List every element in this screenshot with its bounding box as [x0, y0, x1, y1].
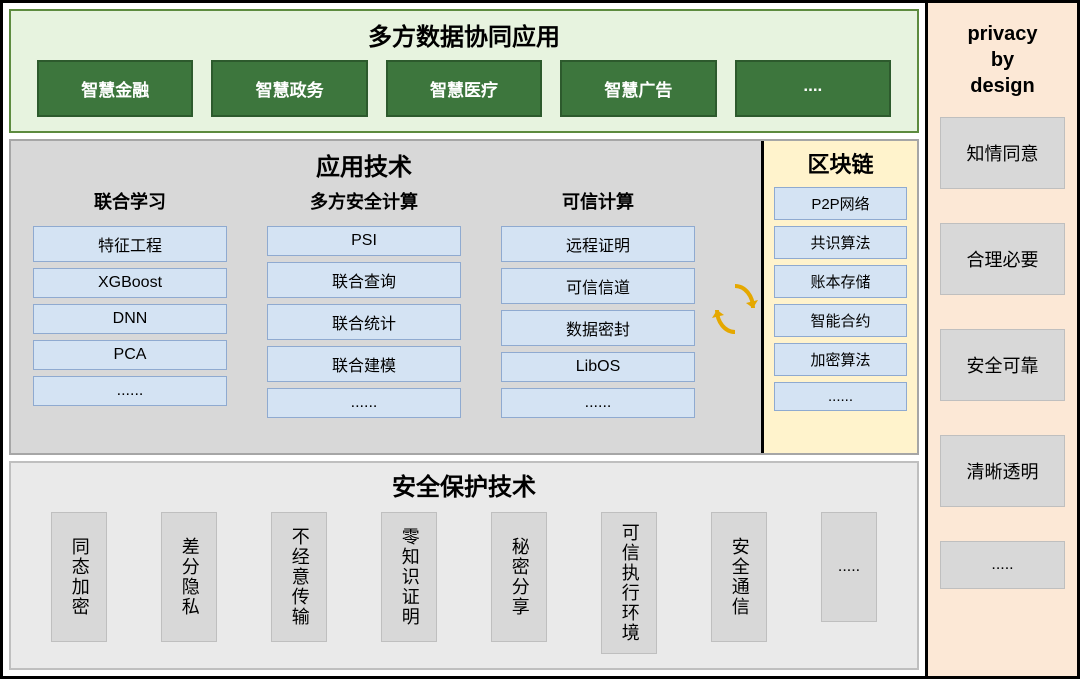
pbd-cell: 知情同意 [940, 117, 1065, 189]
applications-section: 多方数据协同应用 智慧金融 智慧政务 智慧医疗 智慧广告 .... [9, 9, 919, 133]
pbd-cell: 合理必要 [940, 223, 1065, 295]
tech-cell: ...... [267, 388, 461, 418]
tech-cell: XGBoost [33, 268, 227, 298]
blockchain-section: 区块链 P2P网络 共识算法 账本存储 智能合约 加密算法 ...... [761, 141, 917, 453]
pbd-title-line: by [991, 49, 1014, 71]
sec-item: 不经意传输 [271, 512, 327, 642]
tech-cell: 特征工程 [33, 226, 227, 262]
pbd-title: privacy by design [967, 21, 1037, 99]
sec-item: 差分隐私 [161, 512, 217, 642]
tech-section: 应用技术 联合学习 特征工程 XGBoost DNN PCA ...... 多方… [9, 139, 919, 455]
tech-col-federated: 联合学习 特征工程 XGBoost DNN PCA ...... [33, 188, 227, 443]
bc-cell: ...... [774, 382, 907, 411]
bc-cell: P2P网络 [774, 187, 907, 220]
app-item: 智慧医疗 [386, 60, 542, 117]
pbd-cell: 安全可靠 [940, 329, 1065, 401]
app-item: .... [735, 60, 891, 117]
tech-left: 应用技术 联合学习 特征工程 XGBoost DNN PCA ...... 多方… [19, 145, 709, 443]
pbd-cell: 清晰透明 [940, 435, 1065, 507]
applications-title: 多方数据协同应用 [368, 17, 560, 52]
tech-cell: DNN [33, 304, 227, 334]
sec-item: 安全通信 [711, 512, 767, 642]
pbd-title-line: design [970, 75, 1034, 97]
tech-title: 应用技术 [19, 147, 709, 182]
tech-col-mpc: 多方安全计算 PSI 联合查询 联合统计 联合建模 ...... [267, 188, 461, 443]
bc-cell: 智能合约 [774, 304, 907, 337]
sec-item: 零知识证明 [381, 512, 437, 642]
tech-col-title: 可信计算 [562, 188, 634, 214]
tech-cell: PCA [33, 340, 227, 370]
architecture-diagram: 多方数据协同应用 智慧金融 智慧政务 智慧医疗 智慧广告 .... 应用技术 联… [0, 0, 1080, 679]
tech-cell: ...... [501, 388, 695, 418]
sec-item: ..... [821, 512, 877, 622]
tech-cell: ...... [33, 376, 227, 406]
pbd-title-line: privacy [967, 23, 1037, 45]
sec-item: 同态加密 [51, 512, 107, 642]
sec-item-label: 差分隐私 [177, 537, 200, 617]
tech-cell: LibOS [501, 352, 695, 382]
bc-cell: 共识算法 [774, 226, 907, 259]
sec-item-label: 秘密分享 [507, 537, 530, 617]
app-item: 智慧政务 [211, 60, 367, 117]
tech-cell: 联合查询 [267, 262, 461, 298]
tech-cell: 数据密封 [501, 310, 695, 346]
security-items: 同态加密 差分隐私 不经意传输 零知识证明 秘密分享 可信执行环境 安全通信 .… [35, 512, 893, 654]
tech-col-title: 多方安全计算 [310, 188, 418, 214]
sec-item-label: 不经意传输 [287, 527, 310, 627]
tech-cell: 联合建模 [267, 346, 461, 382]
blockchain-title: 区块链 [807, 147, 873, 179]
sec-item: 秘密分享 [491, 512, 547, 642]
sync-arrows-icon [709, 175, 761, 443]
tech-cell: PSI [267, 226, 461, 256]
bc-cell: 账本存储 [774, 265, 907, 298]
sec-item-label: 可信执行环境 [617, 523, 640, 643]
tech-columns: 联合学习 特征工程 XGBoost DNN PCA ...... 多方安全计算 … [19, 188, 709, 443]
sec-item-label: 同态加密 [67, 537, 90, 617]
tech-cell: 联合统计 [267, 304, 461, 340]
sec-item: 可信执行环境 [601, 512, 657, 654]
app-item: 智慧金融 [37, 60, 193, 117]
pbd-cell: ..... [940, 541, 1065, 589]
sec-item-label: ..... [838, 557, 860, 578]
sec-item-label: 安全通信 [727, 537, 750, 617]
tech-col-title: 联合学习 [94, 188, 166, 214]
tech-cell: 远程证明 [501, 226, 695, 262]
privacy-by-design-section: privacy by design 知情同意 合理必要 安全可靠 清晰透明 ..… [925, 3, 1077, 676]
app-item: 智慧广告 [560, 60, 716, 117]
sec-item-label: 零知识证明 [397, 527, 420, 627]
tech-col-tee: 可信计算 远程证明 可信信道 数据密封 LibOS ...... [501, 188, 695, 443]
left-column: 多方数据协同应用 智慧金融 智慧政务 智慧医疗 智慧广告 .... 应用技术 联… [3, 3, 925, 676]
tech-cell: 可信信道 [501, 268, 695, 304]
security-title: 安全保护技术 [392, 467, 536, 502]
applications-items: 智慧金融 智慧政务 智慧医疗 智慧广告 .... [37, 60, 891, 117]
security-section: 安全保护技术 同态加密 差分隐私 不经意传输 零知识证明 秘密分享 可信执行环境… [9, 461, 919, 670]
bc-cell: 加密算法 [774, 343, 907, 376]
